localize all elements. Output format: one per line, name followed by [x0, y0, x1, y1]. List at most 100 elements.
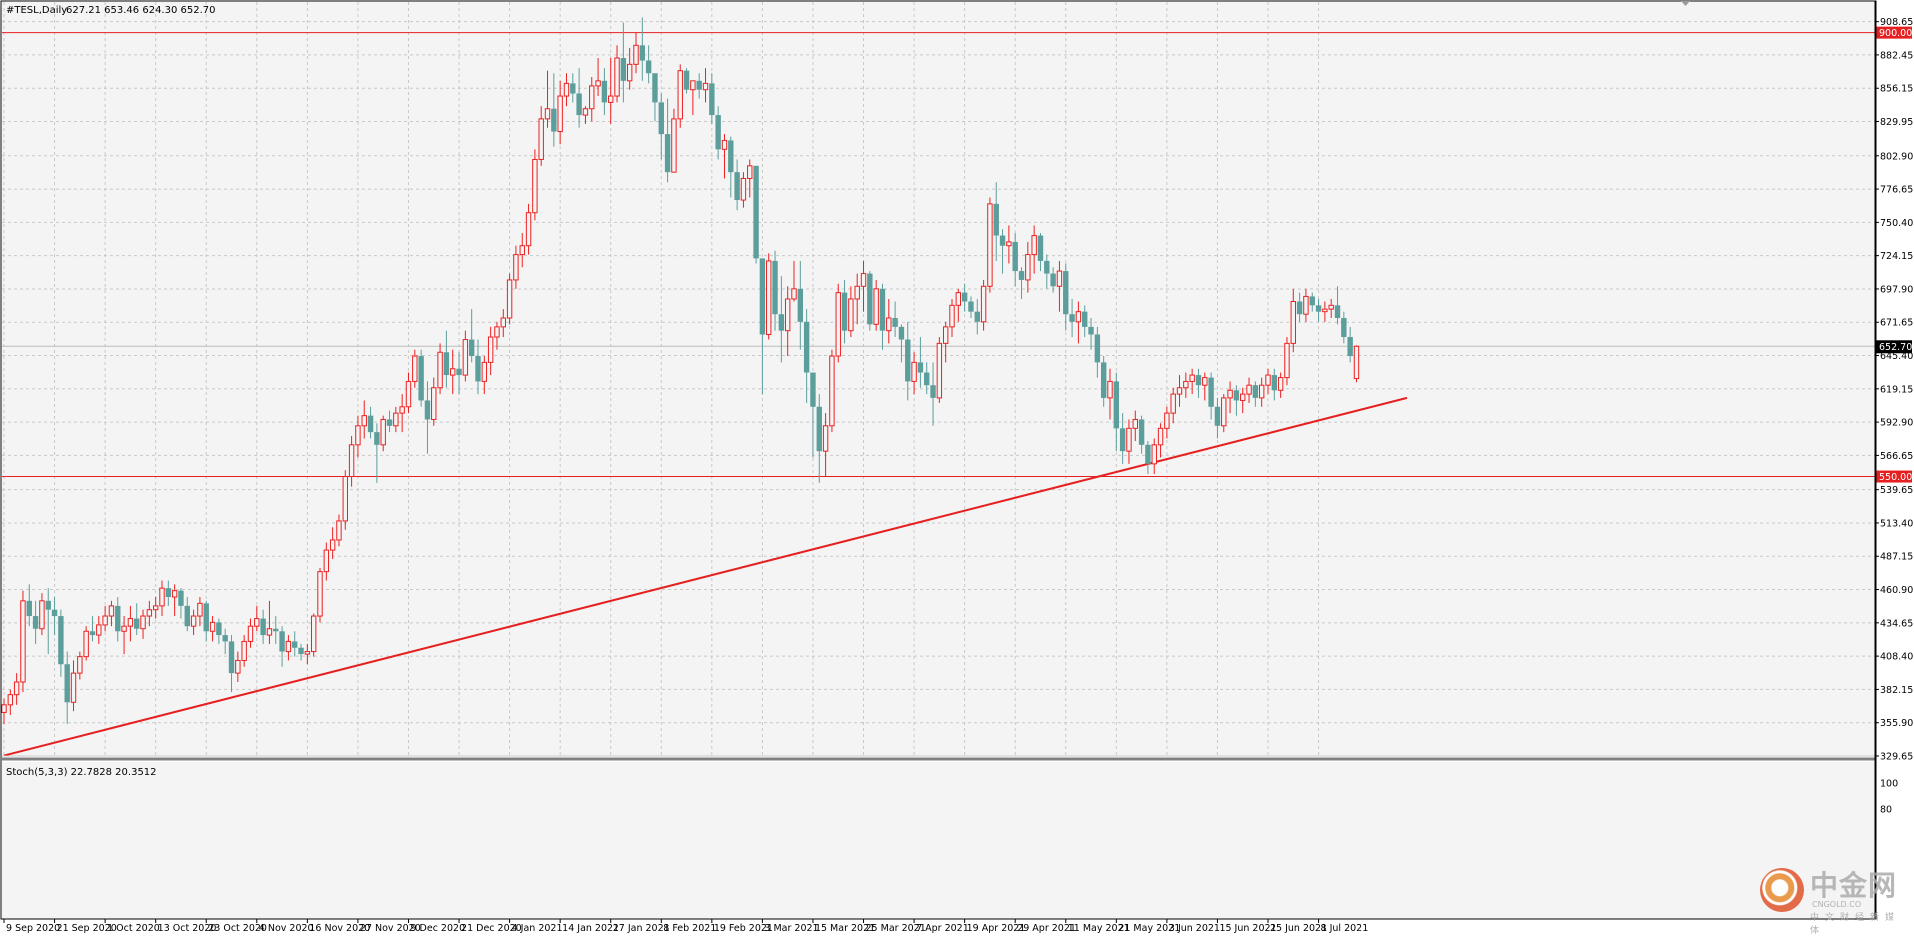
candle	[222, 628, 228, 655]
candle-body	[1189, 374, 1195, 382]
candle-body	[709, 83, 715, 116]
candle	[898, 324, 905, 363]
candle-body	[810, 372, 816, 407]
trendline-layer[interactable]	[3, 396, 1408, 757]
candle	[1107, 368, 1113, 420]
price-tick-label: 513.40	[1880, 518, 1913, 529]
candle-body	[1151, 444, 1157, 465]
chart-shift-marker-icon[interactable]	[1681, 1, 1690, 6]
level-price-tag	[1876, 26, 1912, 39]
candle	[645, 45, 652, 84]
candle	[860, 260, 867, 312]
candle	[936, 337, 943, 403]
candle	[418, 349, 424, 407]
candle-body	[1296, 301, 1303, 315]
time-tick-label: 15 Mar 2021	[815, 923, 875, 934]
candle	[1025, 241, 1031, 293]
candle-body	[64, 664, 70, 703]
candle	[987, 197, 993, 293]
candle-body	[513, 254, 519, 281]
time-tick-label: 11 May 2021	[1068, 923, 1130, 934]
candle-body	[45, 600, 51, 610]
candle	[367, 406, 374, 439]
candle	[89, 616, 96, 642]
candle-body	[310, 615, 317, 653]
candle	[709, 73, 715, 124]
candle-body	[626, 63, 633, 82]
cngold-logo-icon	[1760, 868, 1804, 912]
candle-body	[841, 292, 848, 331]
candle	[1208, 372, 1214, 420]
candle	[254, 605, 260, 632]
candle	[721, 134, 728, 179]
candle	[626, 47, 633, 90]
candle-body	[209, 621, 216, 632]
candle-body	[152, 605, 159, 611]
candle-body	[393, 412, 399, 427]
candle-body	[1138, 419, 1145, 445]
candle	[557, 80, 563, 145]
candle-body	[108, 605, 115, 617]
candle	[1063, 263, 1069, 331]
candle-body	[32, 616, 39, 629]
watermark-logo: 中金网 CNGOLD.CO 中文财经新媒体	[1756, 862, 1906, 936]
candle-body	[570, 83, 576, 94]
level-price-label: 550.00	[1879, 472, 1912, 483]
candle	[519, 233, 525, 268]
candle	[241, 635, 247, 667]
candle	[348, 435, 355, 487]
candle-body	[582, 108, 589, 116]
candle-body	[1328, 304, 1334, 310]
watermark-name: 中金网	[1810, 869, 1898, 902]
time-tick-label: 21 Dec 2020	[461, 923, 522, 934]
candle-body	[127, 618, 134, 627]
candle-body	[519, 245, 525, 256]
candle	[431, 377, 437, 426]
candle	[64, 651, 70, 724]
candle-body	[1100, 362, 1107, 398]
time-tick-label: 25 Jun 2021	[1270, 923, 1327, 934]
candle	[1164, 406, 1170, 439]
candle	[304, 643, 311, 665]
candle-body	[197, 602, 203, 617]
candle	[342, 470, 348, 530]
candle-body	[772, 260, 778, 315]
candle-body	[481, 361, 488, 382]
candle	[171, 584, 178, 617]
symbol-title: #TESL,Daily	[6, 5, 67, 16]
candle-body	[1208, 377, 1214, 407]
stoch-title: Stoch(5,3,3) 22.7828 20.3512	[6, 767, 157, 778]
price-axis[interactable]: 908.65 882.45 856.15 829.95 802.90 776.65 750.…	[1875, 17, 1913, 763]
candle-body	[595, 80, 601, 87]
candle-body	[1025, 254, 1031, 281]
candle	[450, 349, 456, 395]
candle	[949, 298, 955, 338]
time-tick-label: 3 Mar 2021	[764, 923, 818, 934]
candle	[260, 609, 266, 644]
candle-body	[854, 285, 860, 300]
candle-body	[1157, 427, 1164, 446]
candle	[1214, 397, 1221, 439]
candle	[652, 73, 658, 122]
candle	[664, 98, 671, 183]
candle-body	[26, 600, 32, 617]
candle-body	[873, 288, 879, 325]
candle-body	[1037, 235, 1044, 261]
candle	[159, 580, 165, 617]
candle-body	[285, 640, 292, 653]
candle	[285, 635, 292, 661]
candle-body	[58, 616, 64, 665]
candle	[190, 609, 197, 636]
stoch-axis: 100 80	[1880, 779, 1898, 816]
candle-body	[235, 659, 241, 674]
candle	[1258, 377, 1265, 407]
candle	[203, 600, 209, 642]
candle	[462, 330, 469, 382]
candle-body	[664, 134, 671, 173]
candle	[803, 309, 810, 403]
support-trendline	[3, 396, 1408, 757]
candle-body	[917, 362, 924, 373]
candle-body	[1075, 311, 1082, 323]
